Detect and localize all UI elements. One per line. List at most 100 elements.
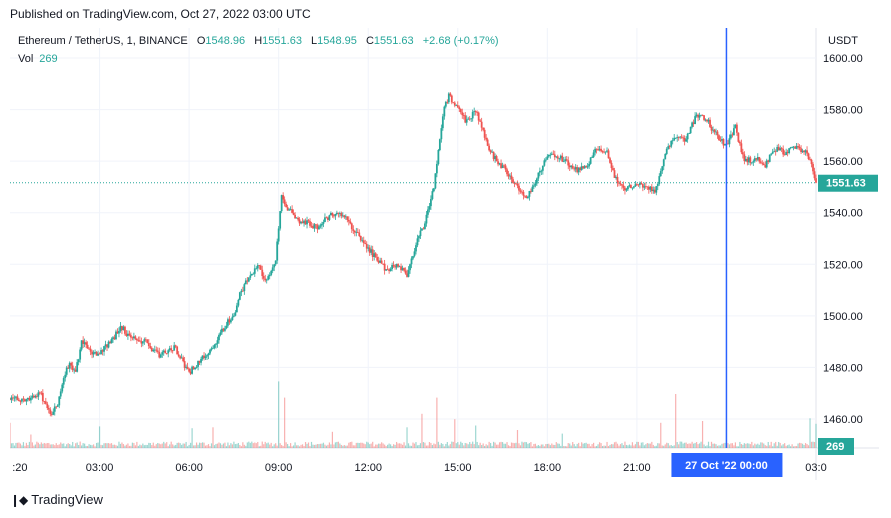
volume-bar: [728, 444, 731, 448]
volume-bar: [787, 445, 789, 448]
volume-bar: [534, 443, 536, 448]
volume-bar: [610, 444, 613, 448]
candle-body: [128, 333, 131, 336]
candle-body: [755, 158, 758, 160]
candle-body: [177, 354, 180, 357]
candle-body: [124, 326, 126, 334]
candle-body: [377, 260, 380, 263]
candle-body: [31, 395, 34, 398]
volume-bar: [272, 446, 274, 448]
candle-body: [507, 174, 510, 177]
volume-bar: [230, 443, 232, 448]
candle-body: [382, 263, 385, 265]
volume-bar: [672, 446, 674, 448]
volume-bar: [263, 444, 265, 448]
volume-bar: [343, 445, 345, 448]
candle-body: [458, 107, 461, 110]
volume-bar: [303, 446, 305, 448]
x-tick-label: 21:00: [623, 462, 651, 474]
volume-bar: [203, 442, 205, 448]
candle-body: [65, 367, 68, 375]
candle-body: [277, 228, 280, 242]
volume-bar: [764, 445, 766, 448]
candle-body: [203, 355, 205, 359]
volume-bar: [234, 444, 236, 448]
volume-bar: [709, 446, 711, 448]
volume-bar: [285, 442, 287, 448]
candle-body: [524, 195, 526, 197]
symbol-name[interactable]: Ethereum / TetherUS, 1, BINANCE: [18, 35, 188, 47]
volume-bar: [404, 445, 407, 448]
volume-bar: [697, 444, 699, 448]
candle-body: [555, 156, 558, 158]
candle-body: [774, 151, 777, 153]
chart-frame[interactable]: 1600.00 1580.00 1560.00 1540.00 1520.00 1500.…: [10, 28, 879, 480]
candle-body: [500, 163, 502, 168]
volume-bar: [516, 430, 519, 448]
volume-bar: [772, 446, 774, 448]
volume-bar: [700, 441, 702, 448]
volume-bar: [763, 443, 765, 448]
volume-bar: [555, 442, 557, 448]
volume-bar: [170, 441, 172, 448]
volume-bar: [701, 421, 704, 448]
volume-bar: [410, 445, 413, 448]
candle-body: [583, 166, 586, 169]
volume-bar: [687, 443, 689, 448]
volume-bar: [758, 444, 760, 448]
candle-body: [21, 398, 23, 402]
candle-body: [618, 182, 620, 184]
candle-body: [38, 392, 41, 394]
volume-bar: [527, 443, 529, 448]
candle-body: [750, 162, 753, 164]
volume-bar: [488, 441, 490, 448]
candle-body: [206, 355, 208, 357]
volume-bar: [809, 418, 811, 448]
volume-bar: [107, 443, 110, 448]
candle-body: [671, 140, 674, 142]
candle-body: [489, 150, 492, 153]
volume-bar: [581, 442, 583, 448]
candle-body: [330, 212, 332, 216]
volume-bar: [182, 443, 184, 448]
volume-bar: [431, 445, 434, 448]
y-tick-label: 1580.00: [823, 105, 863, 117]
tradingview-brand[interactable]: ❙◆ TradingView: [10, 492, 103, 507]
candle-body: [349, 221, 352, 224]
volume-bar: [143, 445, 145, 448]
price-chart[interactable]: 1600.00 1580.00 1560.00 1540.00 1520.00 1500.…: [10, 28, 879, 480]
volume-bar: [24, 445, 26, 448]
candle-body: [95, 351, 98, 356]
candle-body: [174, 345, 177, 347]
candle-body: [309, 221, 311, 226]
volume-bar: [437, 441, 439, 448]
candle-body: [64, 374, 67, 379]
volume-bar: [27, 445, 29, 448]
volume-bar: [210, 443, 213, 448]
candle-body: [531, 186, 534, 192]
candle-body: [803, 150, 805, 153]
volume-bar: [390, 444, 392, 448]
volume-bar: [22, 442, 25, 448]
candle-body: [470, 118, 473, 120]
currency-label[interactable]: USDT: [828, 35, 858, 47]
volume-bar: [304, 442, 307, 448]
volume-bar: [358, 442, 360, 448]
candle-body: [749, 157, 752, 163]
volume-bar: [313, 444, 316, 448]
volume-bar: [566, 446, 568, 448]
volume-bar: [804, 443, 807, 448]
volume-bar: [282, 445, 284, 448]
candle-body: [680, 136, 683, 138]
volume-bar: [388, 443, 390, 448]
volume-bar: [460, 441, 462, 448]
volume-bar: [588, 443, 590, 448]
volume-bar: [413, 443, 416, 448]
candle-body: [40, 392, 43, 394]
candle-body: [298, 219, 301, 224]
candle-body: [777, 147, 780, 151]
candle-body: [797, 146, 799, 147]
candle-body: [476, 112, 479, 113]
candle-body: [13, 397, 16, 399]
candle-body: [438, 139, 441, 151]
